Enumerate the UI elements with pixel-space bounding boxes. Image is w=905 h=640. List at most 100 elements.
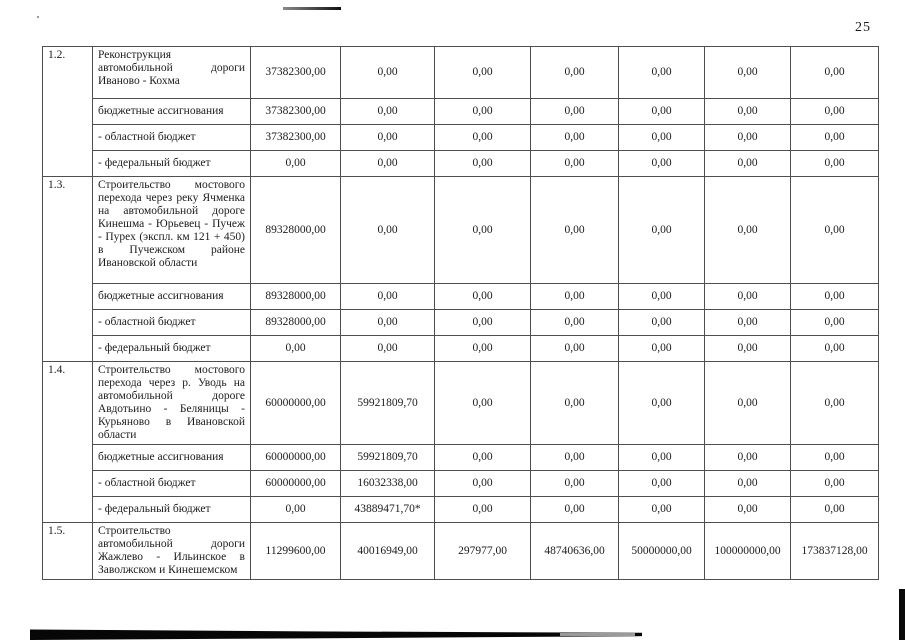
value-cell: 0,00 bbox=[704, 150, 791, 177]
subrow-label-cell: - областной бюджет bbox=[92, 124, 251, 151]
value-cell: 50000000,00 bbox=[618, 522, 705, 580]
value-cell: 89328000,00 bbox=[250, 176, 341, 284]
value-cell: 0,00 bbox=[790, 124, 879, 151]
value-cell: 0,00 bbox=[618, 283, 705, 310]
value-cell: 0,00 bbox=[704, 176, 791, 284]
description-cell: Строительство автомобильной дороги Жажле… bbox=[92, 522, 251, 580]
section-subrow: - областной бюджет 89328000,00 0,00 0,00 0,0… bbox=[43, 309, 879, 336]
description-cell: Строительство мостового перехода через р… bbox=[92, 176, 251, 284]
value-cell: 0,00 bbox=[618, 98, 705, 125]
value-cell: 37382300,00 bbox=[250, 124, 341, 151]
value-cell: 0,00 bbox=[704, 496, 791, 523]
description-cell: Реконструкция автомобильной дороги Ивано… bbox=[92, 46, 251, 99]
value-cell: 0,00 bbox=[530, 176, 619, 284]
value-cell: 0,00 bbox=[434, 335, 531, 362]
scan-artifact-speck bbox=[37, 16, 39, 18]
section-number-cell: 1.4. bbox=[42, 361, 93, 523]
section-subrow: - федеральный бюджет 0,00 0,00 0,00 0,00 0,00… bbox=[43, 150, 879, 177]
value-cell: 0,00 bbox=[434, 496, 531, 523]
value-cell: 0,00 bbox=[530, 361, 619, 445]
value-cell: 0,00 bbox=[790, 470, 879, 497]
value-cell: 0,00 bbox=[618, 361, 705, 445]
section-number-cell: 1.5. bbox=[42, 522, 93, 580]
value-cell: 0,00 bbox=[340, 98, 435, 125]
scan-artifact-right-bar bbox=[899, 589, 905, 640]
value-cell: 37382300,00 bbox=[250, 46, 341, 99]
value-cell: 0,00 bbox=[434, 176, 531, 284]
subrow-label-cell: бюджетные ассигнования bbox=[92, 283, 251, 310]
value-cell: 37382300,00 bbox=[250, 98, 341, 125]
subrow-label-cell: бюджетные ассигнования bbox=[92, 98, 251, 125]
value-cell: 0,00 bbox=[618, 496, 705, 523]
value-cell: 0,00 bbox=[434, 283, 531, 310]
value-cell: 0,00 bbox=[790, 98, 879, 125]
value-cell: 60000000,00 bbox=[250, 444, 341, 471]
value-cell: 0,00 bbox=[530, 444, 619, 471]
subrow-label-cell: - федеральный бюджет bbox=[92, 335, 251, 362]
value-cell: 59921809,70 bbox=[340, 361, 435, 445]
value-cell: 0,00 bbox=[704, 309, 791, 336]
value-cell: 60000000,00 bbox=[250, 470, 341, 497]
value-cell: 0,00 bbox=[530, 283, 619, 310]
section-main-row: 1.3. Строительство мостового перехода чер… bbox=[42, 176, 879, 362]
page-number: 25 bbox=[855, 20, 871, 35]
value-cell: 0,00 bbox=[434, 150, 531, 177]
section-main-row: 1.2. Реконструкция автомобильной дороги И… bbox=[42, 46, 879, 177]
value-cell: 0,00 bbox=[790, 46, 879, 99]
scan-artifact-top-bar bbox=[283, 7, 341, 10]
value-cell: 0,00 bbox=[530, 470, 619, 497]
value-cell: 0,00 bbox=[704, 444, 791, 471]
value-cell: 0,00 bbox=[340, 46, 435, 99]
value-cell: 0,00 bbox=[704, 361, 791, 445]
value-cell: 0,00 bbox=[340, 283, 435, 310]
value-cell: 0,00 bbox=[618, 176, 705, 284]
value-cell: 89328000,00 bbox=[250, 309, 341, 336]
value-cell: 0,00 bbox=[530, 124, 619, 151]
value-cell: 297977,00 bbox=[434, 522, 531, 580]
value-cell: 0,00 bbox=[340, 150, 435, 177]
subrow-label-cell: - федеральный бюджет bbox=[92, 150, 251, 177]
value-cell: 0,00 bbox=[618, 444, 705, 471]
value-cell: 0,00 bbox=[790, 444, 879, 471]
section-number-cell: 1.2. bbox=[42, 46, 93, 177]
value-cell: 89328000,00 bbox=[250, 283, 341, 310]
value-cell: 0,00 bbox=[790, 335, 879, 362]
section-subrow: бюджетные ассигнования 89328000,00 0,00 0,0… bbox=[43, 283, 879, 310]
section-subrow: бюджетные ассигнования 60000000,00 5992180… bbox=[43, 444, 879, 471]
value-cell: 0,00 bbox=[790, 496, 879, 523]
section-subrow: - федеральный бюджет 0,00 43889471,70* 0,00… bbox=[43, 496, 879, 523]
value-cell: 43889471,70* bbox=[340, 496, 435, 523]
value-cell: 0,00 bbox=[530, 496, 619, 523]
value-cell: 0,00 bbox=[340, 176, 435, 284]
value-cell: 0,00 bbox=[530, 46, 619, 99]
value-cell: 40016949,00 bbox=[340, 522, 435, 580]
value-cell: 0,00 bbox=[704, 124, 791, 151]
section-subrow: - областной бюджет 60000000,00 16032338,00… bbox=[43, 470, 879, 497]
value-cell: 0,00 bbox=[530, 309, 619, 336]
section-main-row: 1.5. Строительство автомобильной дороги Ж… bbox=[42, 522, 879, 580]
value-cell: 0,00 bbox=[250, 335, 341, 362]
subrow-label-cell: - областной бюджет bbox=[92, 470, 251, 497]
value-cell: 0,00 bbox=[618, 150, 705, 177]
value-cell: 0,00 bbox=[530, 150, 619, 177]
section-subrow: бюджетные ассигнования 37382300,00 0,00 0,0… bbox=[43, 98, 879, 125]
value-cell: 0,00 bbox=[250, 150, 341, 177]
scan-artifact-bottom-tail bbox=[560, 633, 635, 636]
value-cell: 0,00 bbox=[704, 283, 791, 310]
value-cell: 11299600,00 bbox=[250, 522, 341, 580]
value-cell: 0,00 bbox=[790, 283, 879, 310]
section-main-row: 1.4. Строительство мостового перехода чер… bbox=[42, 361, 879, 523]
value-cell: 0,00 bbox=[434, 444, 531, 471]
scan-artifact-bottom-bar bbox=[30, 629, 642, 640]
value-cell: 0,00 bbox=[340, 335, 435, 362]
value-cell: 0,00 bbox=[618, 124, 705, 151]
value-cell: 100000000,00 bbox=[704, 522, 791, 580]
section-subrow: - федеральный бюджет 0,00 0,00 0,00 0,00 0,00… bbox=[43, 335, 879, 362]
value-cell: 0,00 bbox=[434, 361, 531, 445]
value-cell: 0,00 bbox=[704, 470, 791, 497]
subrow-label-cell: - федеральный бюджет bbox=[92, 496, 251, 523]
value-cell: 0,00 bbox=[530, 98, 619, 125]
value-cell: 0,00 bbox=[530, 335, 619, 362]
description-cell: Строительство мостового перехода через р… bbox=[92, 361, 251, 445]
